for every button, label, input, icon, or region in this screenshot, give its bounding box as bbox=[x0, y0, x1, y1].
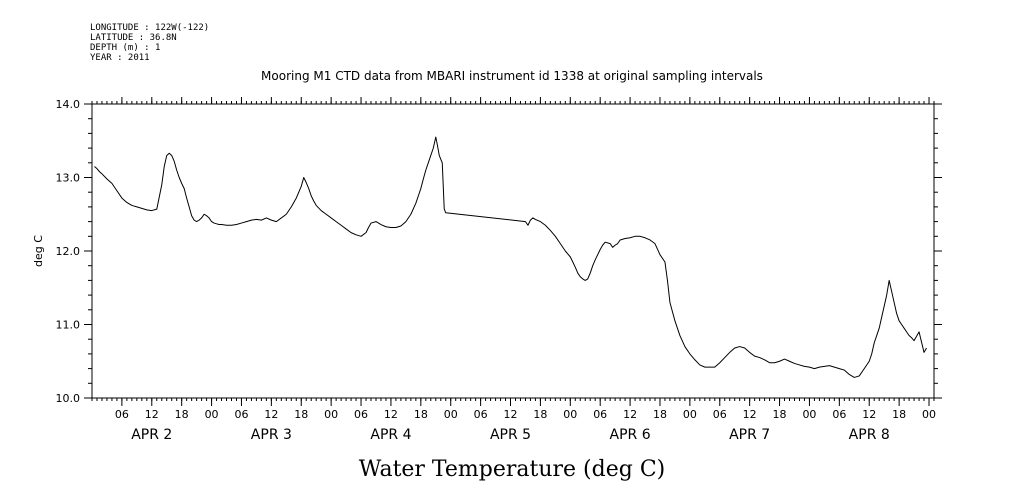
day-label: APR 7 bbox=[729, 427, 770, 443]
x-tick-label: 18 bbox=[294, 408, 308, 421]
x-tick-label: 00 bbox=[205, 408, 219, 421]
meta-latitude: LATITUDE : 36.8N bbox=[90, 33, 177, 43]
x-tick-label: 12 bbox=[862, 408, 876, 421]
day-label: APR 3 bbox=[251, 427, 292, 443]
series-line bbox=[94, 137, 926, 377]
meta-depth: DEPTH (m) : 1 bbox=[90, 43, 160, 53]
day-labels: APR 2 APR 3 APR 4 APR 5 APR 6 APR 7 APR 8 bbox=[131, 427, 890, 443]
x-tick-label: 00 bbox=[444, 408, 458, 421]
x-tick-label: 18 bbox=[414, 408, 428, 421]
x-tick-label: 18 bbox=[892, 408, 906, 421]
y-tick-label: 10.0 bbox=[56, 392, 81, 405]
x-tick-label: 06 bbox=[832, 408, 846, 421]
x-tick-label: 12 bbox=[623, 408, 637, 421]
y-axis-label: deg C bbox=[32, 235, 45, 267]
chart: LONGITUDE : 122W(-122) LATITUDE : 36.8N … bbox=[0, 0, 1009, 504]
x-tick-label: 06 bbox=[234, 408, 248, 421]
x-tick-label: 06 bbox=[115, 408, 129, 421]
y-tick-label: 14.0 bbox=[56, 98, 81, 111]
x-tick-label: 18 bbox=[773, 408, 787, 421]
y-tick-label: 11.0 bbox=[56, 319, 81, 332]
x-tick-label: 00 bbox=[563, 408, 577, 421]
x-tick-label: 00 bbox=[922, 408, 936, 421]
x-tick-label: 00 bbox=[324, 408, 338, 421]
day-label: APR 5 bbox=[490, 427, 531, 443]
day-label: APR 4 bbox=[370, 427, 411, 443]
x-tick-label: 06 bbox=[593, 408, 607, 421]
x-tick-label: 06 bbox=[713, 408, 727, 421]
plot-frame bbox=[92, 104, 934, 398]
x-tick-label: 12 bbox=[743, 408, 757, 421]
day-label: APR 8 bbox=[849, 427, 890, 443]
meta-year: YEAR : 2011 bbox=[90, 53, 150, 63]
x-tick-label: 00 bbox=[802, 408, 816, 421]
y-tick-label: 13.0 bbox=[56, 172, 81, 185]
x-axis-ticks: 06 12 18 00 06 12 18 00 06 12 18 00 06 12 18 00 06 12 18 00… bbox=[115, 97, 936, 421]
y-axis-ticks: 10.0 11.0 12.0 13.0 14.0 bbox=[56, 98, 943, 405]
x-tick-label: 00 bbox=[683, 408, 697, 421]
x-tick-label: 18 bbox=[653, 408, 667, 421]
x-tick-label: 12 bbox=[384, 408, 398, 421]
x-tick-label: 06 bbox=[354, 408, 368, 421]
series-group bbox=[94, 137, 926, 377]
minor-ticks bbox=[92, 101, 934, 401]
x-tick-label: 06 bbox=[474, 408, 488, 421]
x-tick-label: 18 bbox=[533, 408, 547, 421]
x-tick-label: 12 bbox=[504, 408, 518, 421]
x-axis-label: Water Temperature (deg C) bbox=[359, 457, 666, 482]
day-label: APR 2 bbox=[131, 427, 172, 443]
day-label: APR 6 bbox=[610, 427, 651, 443]
y-tick-label: 12.0 bbox=[56, 245, 81, 258]
x-tick-label: 18 bbox=[175, 408, 189, 421]
x-tick-label: 12 bbox=[145, 408, 159, 421]
meta-longitude: LONGITUDE : 122W(-122) bbox=[90, 23, 209, 33]
chart-title: Mooring M1 CTD data from MBARI instrumen… bbox=[261, 69, 763, 83]
x-tick-label: 12 bbox=[264, 408, 278, 421]
